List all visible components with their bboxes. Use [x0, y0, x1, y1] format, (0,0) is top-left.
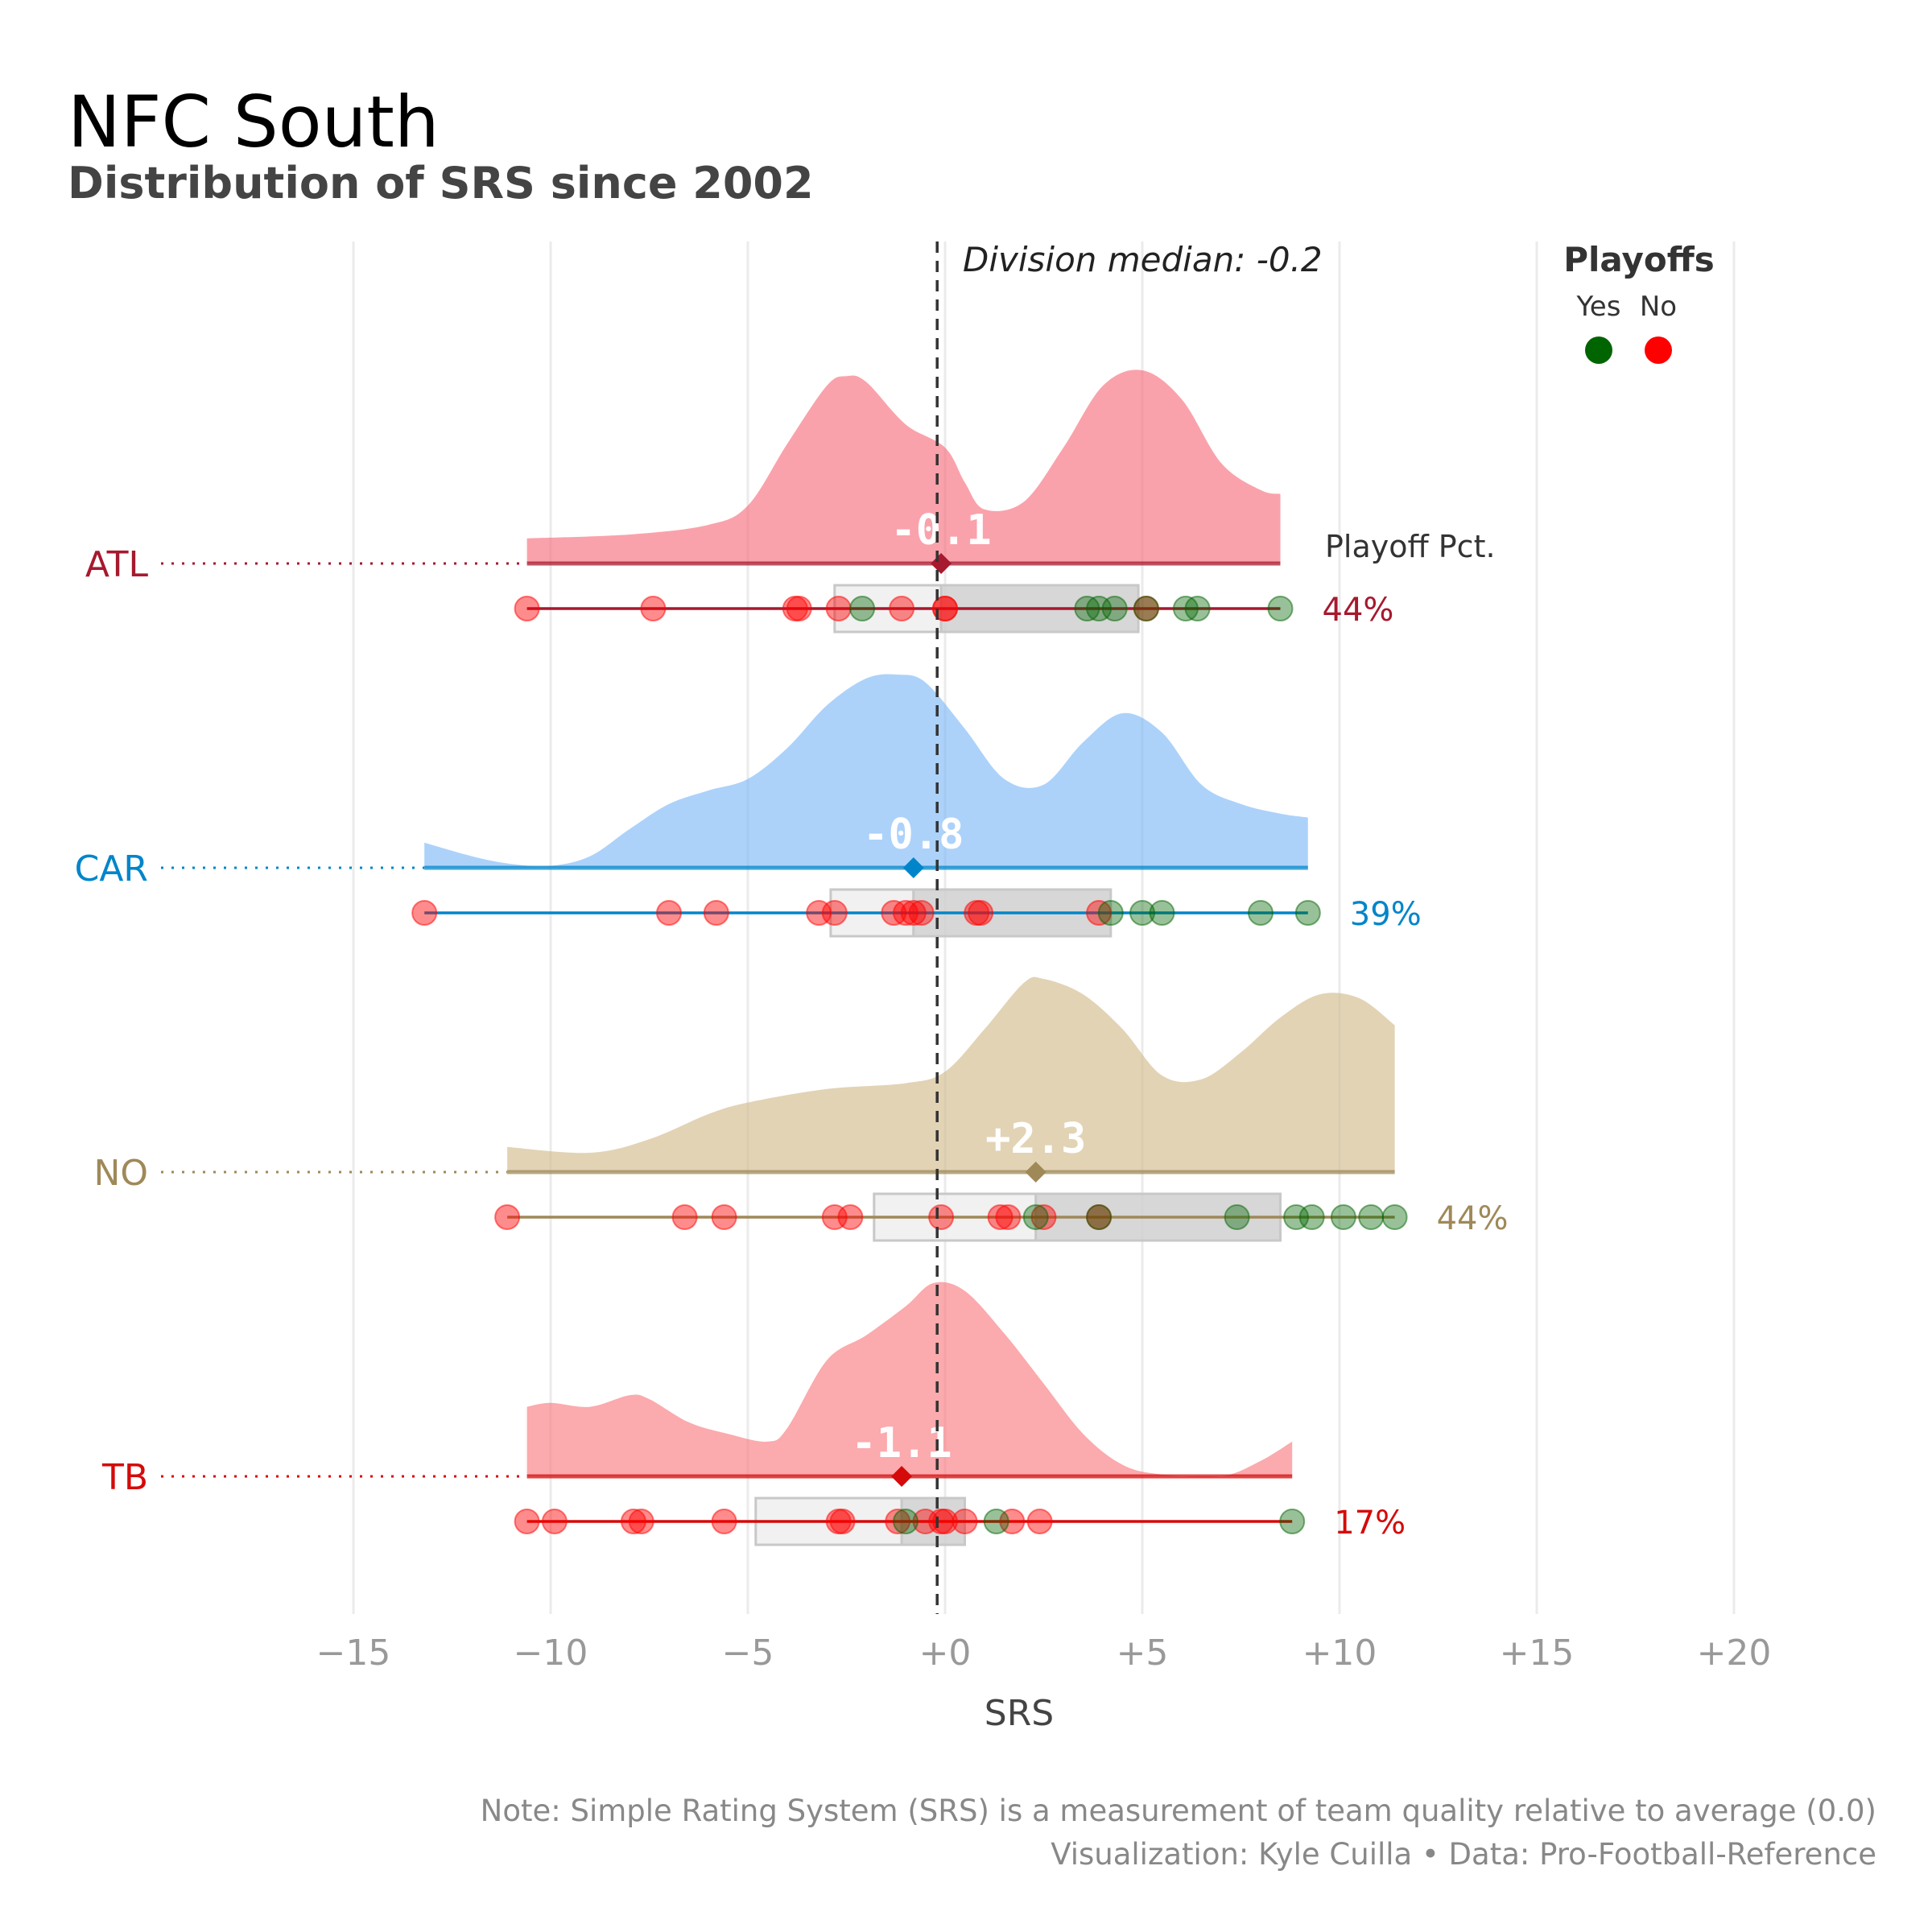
- point-no-playoffs: [671, 1204, 698, 1230]
- team-label: CAR: [75, 848, 148, 890]
- team-row-tb: TB -1.1 17%: [101, 1282, 1406, 1546]
- legend: Playoffs Yes No: [1563, 240, 1715, 364]
- point-no-playoffs: [821, 900, 848, 926]
- x-axis: SRS −15 −10 −5 +0 +5 +10 +15 +20: [316, 1633, 1772, 1734]
- x-tick-label: +0: [919, 1633, 972, 1674]
- point-no-playoffs: [900, 900, 927, 926]
- median-value-label: -1.1: [851, 1419, 952, 1468]
- point-no-playoffs: [711, 1509, 737, 1534]
- density-car: [424, 674, 1308, 868]
- point-no-playoffs: [928, 1204, 955, 1230]
- team-label: ATL: [85, 544, 149, 585]
- point-playoffs: [1101, 596, 1128, 621]
- median-marker: [891, 1466, 913, 1487]
- point-playoffs: [1248, 900, 1274, 926]
- median-value-label: -0.8: [863, 811, 964, 859]
- point-playoffs: [1294, 900, 1321, 926]
- x-axis-label: SRS: [985, 1693, 1054, 1734]
- point-playoffs: [1133, 596, 1159, 621]
- point-playoffs: [1330, 1204, 1356, 1230]
- playoff-pct-header: Playoff Pct.: [1325, 529, 1496, 564]
- point-no-playoffs: [514, 1509, 540, 1534]
- x-tick-label: −5: [722, 1633, 774, 1674]
- point-no-playoffs: [541, 1509, 568, 1534]
- team-row-no: NO +2.3 44%: [93, 976, 1509, 1242]
- playoff-pct: 44%: [1323, 592, 1394, 629]
- x-tick-label: +10: [1302, 1633, 1377, 1674]
- point-no-playoffs: [987, 1204, 1013, 1230]
- point-no-playoffs: [640, 596, 667, 621]
- point-playoffs: [1279, 1509, 1306, 1534]
- point-playoffs: [1224, 1204, 1250, 1230]
- density-no: [507, 976, 1395, 1172]
- division-median-label: Division median: -0.2: [963, 240, 1323, 279]
- x-tick-label: +20: [1697, 1633, 1772, 1674]
- median-marker: [1025, 1162, 1046, 1183]
- team-row-atl: ATL -0.1 44%: [85, 369, 1394, 634]
- point-playoffs: [893, 1509, 919, 1534]
- point-no-playoffs: [829, 1509, 856, 1534]
- median-marker: [902, 857, 924, 878]
- point-playoffs: [1298, 1204, 1325, 1230]
- legend-marker-yes: [1585, 336, 1612, 364]
- division-median: Division median: -0.2: [935, 240, 1323, 1614]
- point-no-playoffs: [656, 900, 682, 926]
- point-playoffs: [1149, 900, 1175, 926]
- chart-subtitle: Distribution of SRS since 2002: [68, 158, 814, 208]
- x-tick-label: −15: [316, 1633, 391, 1674]
- point-no-playoffs: [908, 900, 935, 926]
- point-no-playoffs: [620, 1509, 646, 1534]
- point-playoffs: [1381, 1204, 1408, 1230]
- density-tb: [526, 1282, 1293, 1478]
- point-no-playoffs: [628, 1509, 654, 1534]
- point-playoffs: [1358, 1204, 1385, 1230]
- team-row-car: CAR -0.8 39%: [75, 674, 1422, 938]
- point-no-playoffs: [786, 596, 812, 621]
- team-label: NO: [93, 1153, 148, 1194]
- point-no-playoffs: [995, 1204, 1022, 1230]
- point-no-playoffs: [885, 1509, 911, 1534]
- legend-title: Playoffs: [1563, 240, 1714, 279]
- point-no-playoffs: [837, 1204, 864, 1230]
- legend-label-no: No: [1640, 291, 1677, 323]
- point-no-playoffs: [494, 1204, 521, 1230]
- chart-title: NFC South: [68, 80, 440, 163]
- point-no-playoffs: [514, 596, 540, 621]
- team-rows: ATL -0.1 44% CAR -0.8 39% NO +2.3 44% TB -1.1 17%: [75, 369, 1509, 1546]
- x-tick-label: −10: [514, 1633, 588, 1674]
- point-playoffs: [1184, 596, 1211, 621]
- point-playoffs: [1129, 900, 1155, 926]
- note-text: Note: Simple Rating System (SRS) is a me…: [480, 1794, 1876, 1828]
- point-no-playoffs: [411, 900, 438, 926]
- team-label: TB: [101, 1457, 148, 1498]
- point-no-playoffs: [825, 596, 852, 621]
- point-no-playoffs: [1030, 1204, 1057, 1230]
- playoff-pct: 39%: [1350, 896, 1422, 933]
- point-playoffs: [1086, 1204, 1113, 1230]
- point-no-playoffs: [952, 1509, 978, 1534]
- credit-text: Visualization: Kyle Cuilla • Data: Pro-F…: [1051, 1837, 1876, 1872]
- playoff-pct: 44%: [1437, 1200, 1509, 1237]
- density-atl: [526, 369, 1281, 564]
- point-playoffs: [1267, 596, 1294, 621]
- point-no-playoffs: [889, 596, 915, 621]
- legend-marker-no: [1645, 336, 1672, 364]
- median-value-label: +2.3: [985, 1115, 1086, 1163]
- playoff-pct: 17%: [1334, 1505, 1406, 1542]
- point-no-playoffs: [932, 1509, 958, 1534]
- median-value-label: -0.1: [890, 506, 991, 555]
- point-no-playoffs: [1026, 1509, 1053, 1534]
- point-playoffs: [983, 1509, 1009, 1534]
- point-playoffs: [1097, 900, 1124, 926]
- point-no-playoffs: [703, 900, 729, 926]
- x-tick-label: +5: [1117, 1633, 1169, 1674]
- point-no-playoffs: [711, 1204, 737, 1230]
- point-playoffs: [849, 596, 876, 621]
- point-no-playoffs: [932, 596, 958, 621]
- legend-label-yes: Yes: [1576, 291, 1621, 323]
- x-tick-label: +15: [1500, 1633, 1575, 1674]
- point-no-playoffs: [968, 900, 994, 926]
- point-playoffs: [1022, 1204, 1049, 1230]
